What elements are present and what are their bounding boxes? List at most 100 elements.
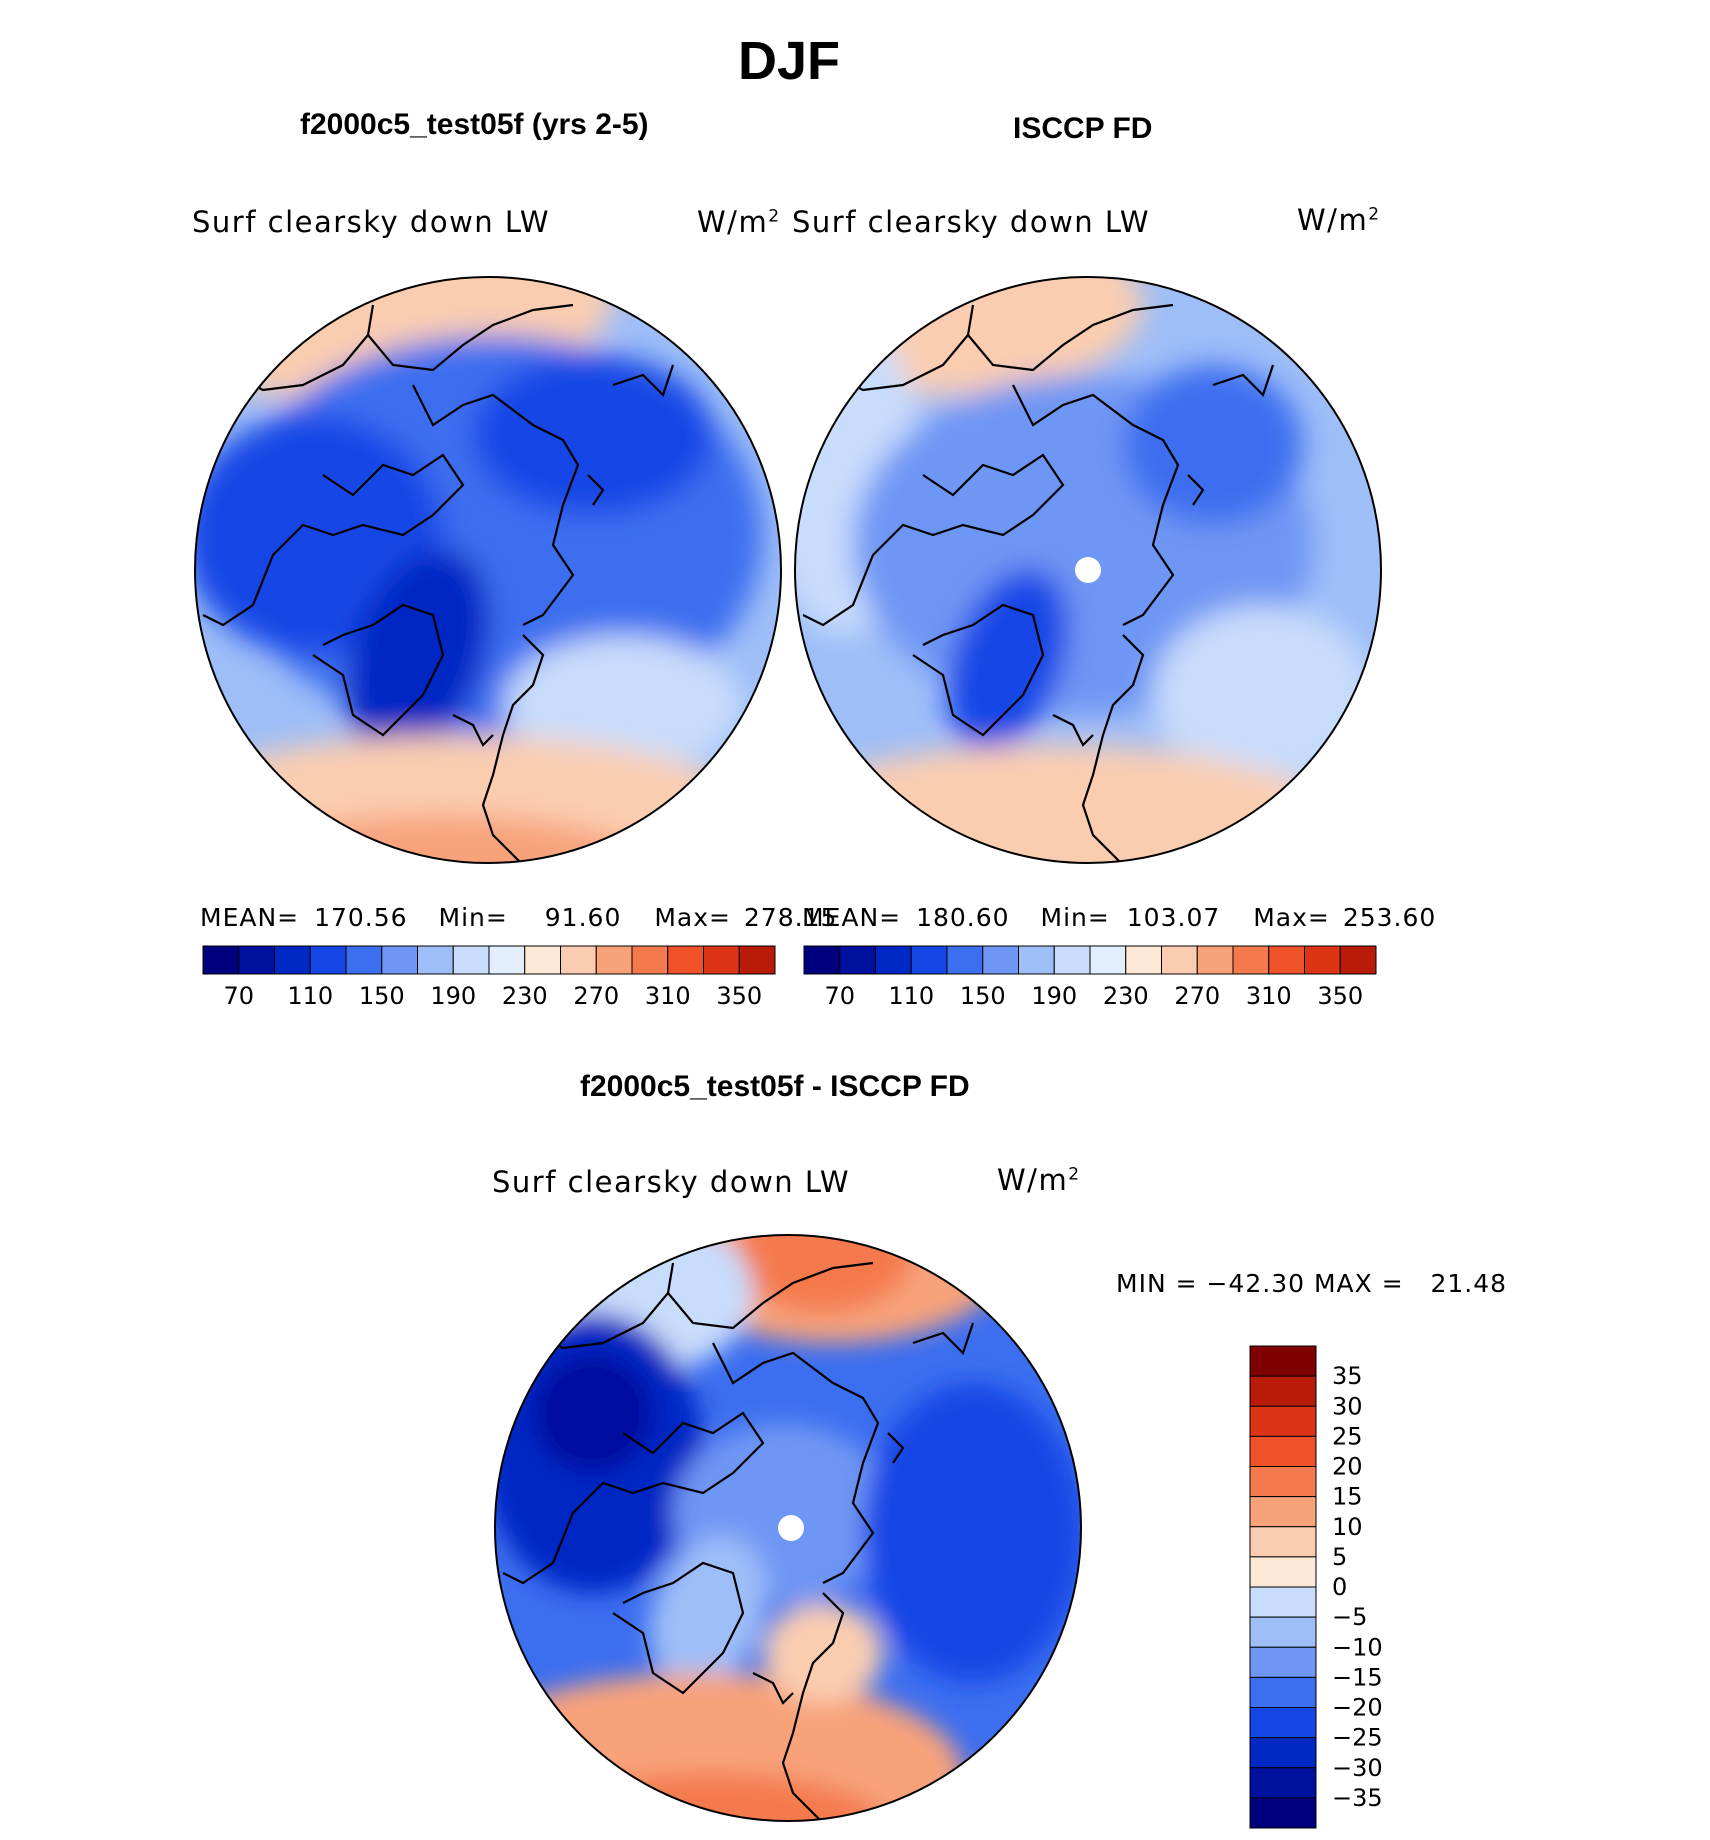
colorbar-diff-tick-label: −15 [1332,1663,1383,1691]
diff-heading: f2000c5_test05f - ISCCP FD [580,1070,970,1103]
colorbar-diff-swatch [1249,1586,1317,1618]
colorbar2-swatch [982,945,1019,975]
panel1-stats: MEAN= 170.56 Min= 91.60 Max= 278.15 [200,903,837,932]
colorbar1-swatch [524,945,561,975]
colorbar-diff-swatch [1249,1556,1317,1588]
colorbar-diff-tick-label: 0 [1332,1573,1347,1601]
panel1-mean-value: 170.56 [314,903,408,932]
diff-units-text: W/m [997,1163,1069,1197]
colorbar1-tick-label: 230 [502,982,548,1010]
colorbar-diff-swatch [1249,1375,1317,1407]
panel2-units-sup: 2 [1368,204,1381,225]
panel1-heading: f2000c5_test05f (yrs 2-5) [300,108,649,141]
colorbar-diff-swatch [1249,1767,1317,1799]
map3-outline [494,1234,1082,1822]
colorbar1-tick-label: 110 [287,982,333,1010]
colorbar1-swatch [202,945,240,975]
map1-coastline-1 [202,303,675,863]
map3-coastline-1 [502,1261,975,1821]
colorbar-diff-swatch [1249,1676,1317,1708]
colorbar-diff-tick-label: 25 [1332,1422,1363,1450]
panel2-max-label: Max= [1253,903,1330,932]
colorbar-panel-1: 70 110 150 190 230 270 310 350 [202,945,776,1010]
map-panel-1 [194,276,782,864]
colorbar-diff-tick-label: 20 [1332,1453,1363,1481]
colorbar2-swatch [910,945,948,975]
colorbar1-tick-label: 350 [716,982,762,1010]
colorbar-diff-swatch [1249,1405,1317,1437]
map-panel-diff [494,1234,1082,1822]
panel2-stats: MEAN= 180.60 Min= 103.07 Max= 253.60 [802,903,1436,932]
colorbar2-swatch [875,945,912,975]
colorbar1-tick-label: 70 [223,982,254,1010]
colorbar-diff-swatch [1249,1526,1317,1558]
colorbar1-swatch [381,945,418,975]
colorbar2-tick-label: 350 [1317,982,1363,1010]
colorbar-diff-tick-label: 35 [1332,1362,1363,1390]
colorbar-diff-swatch [1249,1646,1317,1678]
colorbar2-tick-label: 110 [888,982,934,1010]
panel2-max-value: 253.60 [1342,903,1437,932]
map2-outline [794,276,1382,864]
map1-outline [194,276,782,864]
colorbar2-tick-label: 190 [1031,982,1077,1010]
map1-field-blue-north [473,355,713,515]
colorbar-diff-swatch [1249,1466,1317,1498]
colorbar2-swatch [946,945,984,975]
colorbar-diff-tick-label: −35 [1332,1784,1383,1812]
colorbar1-tick-label: 190 [430,982,476,1010]
colorbar1-swatch [595,945,633,975]
colorbar-diff-swatch [1249,1737,1317,1769]
map1-field-greenland [346,549,490,761]
diff-units: W/m2 [997,1163,1081,1197]
colorbar1-swatch [703,945,740,975]
colorbar1-tick-label: 150 [359,982,405,1010]
colorbar2-tick-label: 70 [824,982,855,1010]
colorbar2-swatch [1161,945,1198,975]
panel1-max-label: Max= [654,903,731,932]
colorbar-diff-tick-label: 30 [1332,1392,1363,1420]
map2-coastline-1 [802,303,1275,863]
colorbar2-tick-label: 310 [1246,982,1292,1010]
colorbar-diff-swatch [1249,1616,1317,1648]
map3-field-warm-south [495,1673,963,1821]
colorbar1-swatch [631,945,669,975]
colorbar2-tick-label: 270 [1174,982,1220,1010]
colorbar2-swatch [1196,945,1234,975]
colorbar-diff-tick-label: 10 [1332,1513,1363,1541]
map1-field-atlantic [503,635,743,775]
panel1-mean-label: MEAN= [200,903,300,932]
map2-field-greenland [946,568,1070,752]
map2-field-warm-top [795,277,1143,395]
colorbar2-tick-label: 150 [960,982,1006,1010]
colorbar-diff-swatch [1249,1496,1317,1528]
colorbar-diff-tick-label: −20 [1332,1694,1383,1722]
colorbar1-tick-label: 310 [645,982,691,1010]
colorbar-diff-tick-label: −5 [1332,1603,1367,1631]
colorbar-diff-tick-label: 5 [1332,1543,1347,1571]
panel2-units-text: W/m [1297,203,1369,237]
colorbar1-swatch [488,945,526,975]
map3-field-east [863,1383,1081,1683]
colorbar-diff-swatch [1249,1707,1317,1739]
colorbar-panel-2: 70 110 150 190 230 270 310 350 [803,945,1377,1010]
colorbar1-swatch [667,945,704,975]
panel2-heading: ISCCP FD [1013,112,1153,145]
map3-field-greenland [649,1535,767,1691]
colorbar2-swatch [1304,945,1341,975]
map1-field-warm-south-1 [195,735,753,863]
panel1-units: W/m2 [697,205,781,239]
diff-minmax: MIN = −42.30 MAX = 21.48 [1116,1269,1508,1298]
colorbar1-tick-label: 270 [573,982,619,1010]
panel2-min-value: 103.07 [1126,903,1221,932]
colorbar1-swatch [417,945,454,975]
colorbar2-swatch [1125,945,1162,975]
colorbar-diff-swatch [1249,1345,1317,1377]
colorbar-diff-swatch [1249,1435,1317,1467]
diff-subtitle: Surf clearsky down LW [492,1165,851,1199]
colorbar2-swatch [803,945,841,975]
map3-field-warm-top-2 [733,1235,913,1313]
map2-field-warm-south [795,745,1353,863]
colorbar1-swatch [345,945,383,975]
